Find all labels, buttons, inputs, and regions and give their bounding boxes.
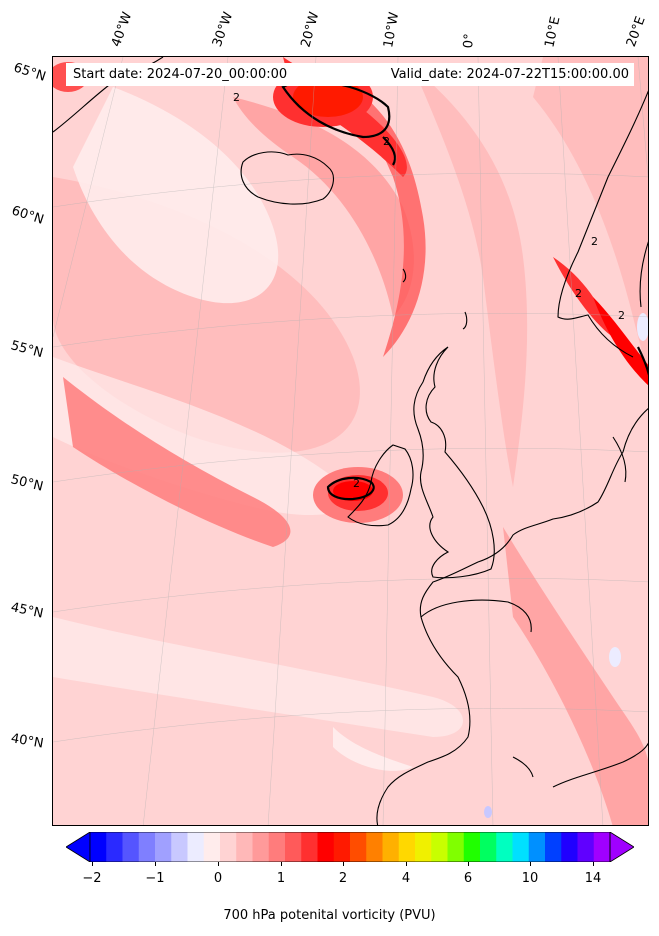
pv-field: 2 2 2 2 2 2 [53,57,648,825]
colorbar-cell [382,832,400,862]
colorbar-tickmark [92,862,93,866]
colorbar-cell [122,832,140,862]
colorbar-tick-label: 6 [463,871,473,886]
lat-label-45n: 45°N [9,600,45,622]
colorbar-min-arrow [66,832,91,862]
colorbar-cell [512,832,530,862]
contour-label: 2 [591,235,598,248]
colorbar-tick-label: 10 [521,871,539,886]
colorbar-tickmark [218,862,219,866]
colorbar-cell [480,832,497,862]
lon-label-10w: 10°W [381,11,403,50]
lon-label-20e: 20°E [623,14,649,50]
lon-label-40w: 40°W [108,10,136,49]
colorbar-tickmark [155,862,156,866]
colorbar-tick-label: −2 [82,871,102,886]
colorbar-cell [528,832,546,862]
lat-label-65n: 65°N [11,60,48,85]
colorbar-cell [545,832,562,862]
date-info-box: Start date: 2024-07-20_00:00:00 Valid_da… [66,63,634,86]
valid-date-text: Valid_date: 2024-07-22T15:00:00.00 [390,67,629,82]
contour-label: 2 [383,135,390,148]
colorbar-cell [366,832,383,862]
colorbar-label: 700 hPa potenital vorticity (PVU) [223,908,436,923]
colorbar-cell [561,832,578,862]
colorbar-cell [171,832,188,862]
colorbar-tickmark [530,862,531,866]
colorbar-tickmark [406,862,407,866]
colorbar [66,832,634,862]
lon-label-0: 0° [461,32,478,49]
colorbar-cell [268,832,286,862]
lon-label-20w: 20°W [298,10,323,49]
colorbar-cell [350,832,367,862]
lat-label-60n: 60°N [9,203,46,228]
contour-label: 2 [233,91,240,104]
colorbar-cell [333,832,351,862]
lon-label-10e: 10°E [542,15,564,50]
colorbar-max-arrow [609,832,634,862]
colorbar-cell [90,832,107,862]
colorbar-tickmark [281,862,282,866]
colorbar-cell [496,832,513,862]
graticule [53,57,648,825]
lat-label-40n: 40°N [9,731,45,752]
colorbar-cell [187,832,205,862]
colorbar-cell [447,832,465,862]
start-date-text: Start date: 2024-07-20_00:00:00 [73,67,288,82]
colorbar-cell [203,832,221,862]
lon-label-30w: 30°W [209,10,237,49]
colorbar-tick-label: 14 [584,871,602,886]
colorbar-cell [577,832,595,862]
colorbar-cell [106,832,123,862]
colorbar-tickmark [593,862,594,866]
lat-label-55n: 55°N [9,338,45,362]
colorbar-cell [220,832,237,862]
contour-label: 2 [353,477,360,490]
colorbar-cell [138,832,156,862]
colorbar-cell [415,832,432,862]
colorbar-tickmark [343,862,344,866]
colorbar-cell [317,832,335,862]
colorbar-cell [236,832,253,862]
colorbar-cell [252,832,270,862]
contour-label: 2 [575,287,582,300]
colorbar-tick-label: 2 [338,871,348,886]
colorbar-cell [593,832,611,862]
colorbar-cell [431,832,448,862]
colorbar-tick-label: 4 [401,871,411,886]
pv-map: 2 2 2 2 2 2 [52,56,649,826]
colorbar-tickmark [468,862,469,866]
colorbar-cell [301,832,318,862]
colorbar-tick-label: −1 [145,871,165,886]
colorbar-cell [463,832,481,862]
colorbar-tick-label: 0 [213,871,223,886]
colorbar-cell [285,832,302,862]
colorbar-cell [155,832,172,862]
colorbar-tick-label: 1 [276,871,286,886]
lat-label-50n: 50°N [9,472,45,495]
colorbar-cell [398,832,416,862]
